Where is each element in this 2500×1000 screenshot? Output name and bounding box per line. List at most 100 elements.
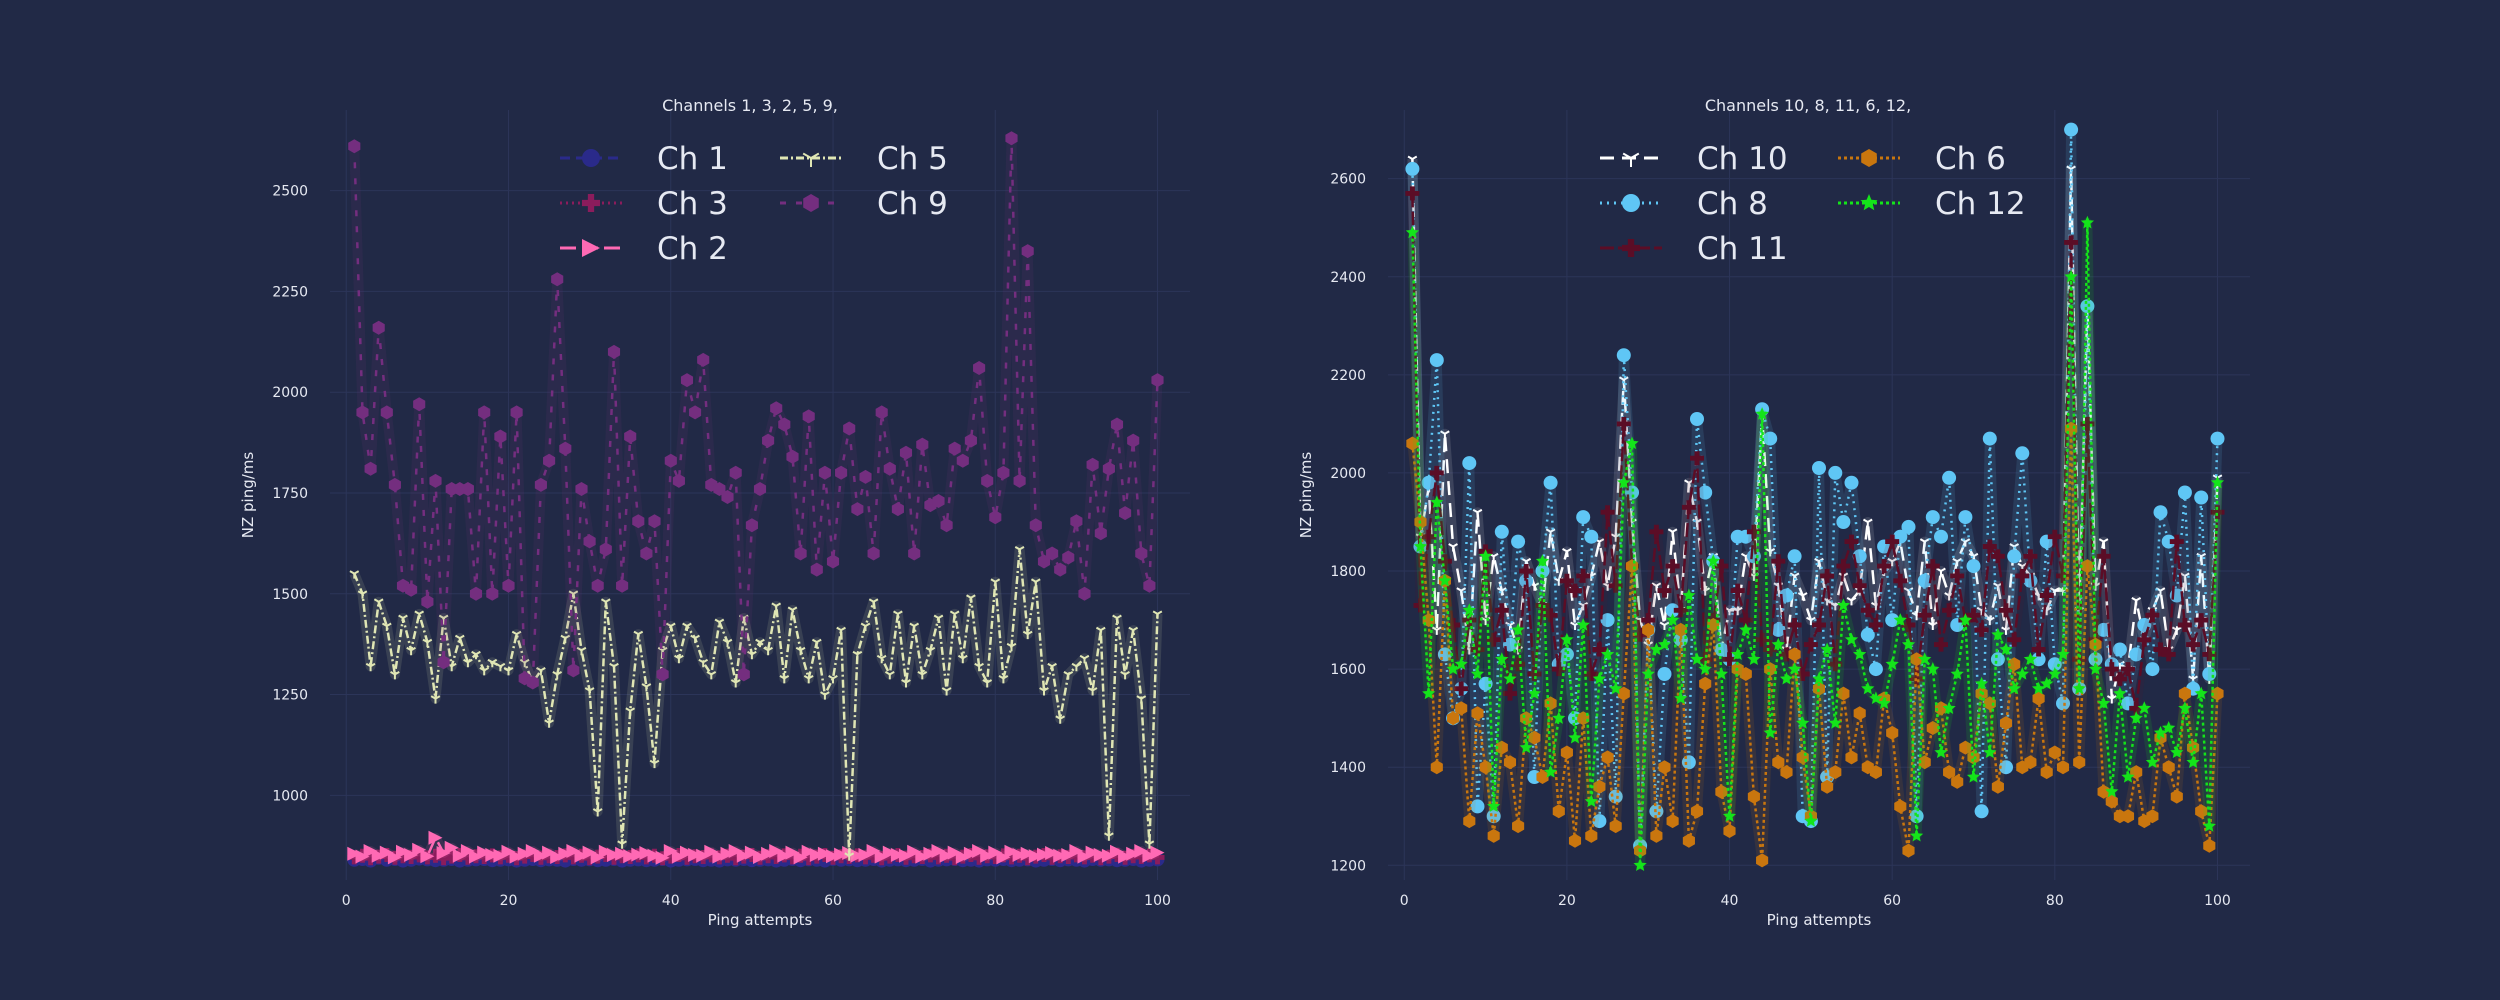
data-point	[998, 675, 1009, 684]
data-point	[866, 844, 881, 858]
data-point	[1746, 524, 1761, 539]
data-point	[2210, 431, 2225, 446]
data-point	[1625, 436, 1639, 450]
data-point	[974, 662, 984, 672]
data-point	[1787, 618, 1802, 632]
data-point	[1698, 652, 1713, 667]
data-point	[964, 433, 977, 448]
data-point	[2180, 572, 2190, 581]
data-point	[414, 610, 425, 619]
data-point	[1005, 131, 1018, 146]
data-point	[1046, 546, 1059, 561]
data-point	[1406, 436, 1419, 451]
data-point	[2153, 725, 2168, 739]
data-point	[1462, 613, 1477, 628]
data-point	[363, 844, 378, 858]
data-point	[1860, 627, 1875, 642]
data-point	[364, 461, 377, 476]
data-point	[1917, 573, 1932, 588]
data-point	[763, 646, 773, 656]
data-point	[510, 405, 523, 420]
data-point	[948, 441, 961, 456]
data-point	[517, 846, 532, 861]
data-point	[471, 650, 481, 660]
data-point	[1934, 745, 1948, 759]
data-point	[1527, 686, 1542, 700]
data-point	[365, 662, 376, 672]
data-point	[1487, 828, 1500, 843]
data-point	[454, 634, 465, 644]
data-point	[996, 850, 1011, 865]
legend-marker	[802, 152, 820, 167]
data-point	[1061, 848, 1076, 862]
data-point	[519, 658, 530, 668]
data-point	[1909, 828, 1924, 842]
data-point	[1682, 833, 1695, 848]
series-line	[353, 548, 1159, 858]
data-point	[525, 848, 540, 862]
data-point	[1576, 568, 1591, 583]
data-point	[1966, 770, 1981, 783]
data-point	[1772, 755, 1785, 770]
data-point	[1152, 610, 1163, 619]
data-point	[1004, 850, 1019, 865]
legend-item: Ch 8	[1600, 186, 1768, 222]
data-point	[997, 465, 1010, 480]
data-point	[1860, 603, 1875, 618]
data-point	[2121, 662, 2135, 677]
data-point	[712, 849, 727, 864]
data-point	[485, 848, 500, 862]
data-point	[406, 646, 416, 656]
data-point	[1456, 587, 1467, 596]
data-point	[625, 707, 636, 716]
data-point	[988, 845, 1003, 860]
data-point	[1925, 510, 1940, 525]
data-point	[436, 851, 451, 866]
legend-marker	[582, 149, 600, 167]
data-point	[1714, 667, 1729, 680]
data-point	[844, 852, 855, 861]
data-point	[1779, 671, 1794, 685]
data-point	[1086, 457, 1099, 472]
data-point	[533, 848, 548, 863]
legend-label: Ch 12	[1935, 186, 2026, 222]
data-point	[574, 848, 589, 863]
data-point	[2056, 647, 2070, 661]
data-point	[1958, 613, 1973, 626]
data-point	[639, 846, 654, 860]
data-point	[2047, 529, 2062, 544]
data-point	[405, 582, 418, 597]
data-point	[429, 473, 442, 488]
data-point	[2121, 809, 2135, 824]
data-point	[2121, 770, 2135, 783]
data-point	[1982, 431, 1997, 446]
data-point	[1020, 846, 1035, 861]
data-point	[357, 590, 368, 599]
data-point	[1429, 465, 1444, 480]
data-point	[1110, 844, 1124, 859]
data-point	[2024, 755, 2037, 770]
data-point	[1592, 671, 1607, 685]
data-point	[1037, 847, 1051, 862]
data-point	[852, 650, 863, 660]
data-point	[933, 614, 944, 623]
data-point	[590, 850, 605, 865]
data-point	[2202, 819, 2216, 832]
data-point	[1150, 850, 1165, 865]
data-point	[1112, 614, 1122, 623]
data-point	[1472, 508, 1483, 518]
data-point	[1836, 598, 1851, 612]
data-point	[1788, 647, 1801, 662]
y-tick-label: 2000	[1330, 466, 1366, 482]
legend: Ch 10 Ch 6 Ch 8 Ch 12 Ch 11	[1600, 141, 2026, 267]
data-point	[2080, 416, 2095, 431]
data-point	[1503, 671, 1517, 685]
data-point	[1440, 430, 1450, 439]
data-point	[600, 598, 611, 607]
chart-right: 0 20 40 60 80 100 1200 1400 1600 1800 2000 2200 2400…	[1297, 96, 2250, 929]
data-point	[2073, 755, 2086, 770]
data-point	[1901, 637, 1916, 651]
data-point	[1037, 554, 1051, 569]
data-point	[1463, 814, 1476, 829]
data-point	[1836, 559, 1851, 574]
